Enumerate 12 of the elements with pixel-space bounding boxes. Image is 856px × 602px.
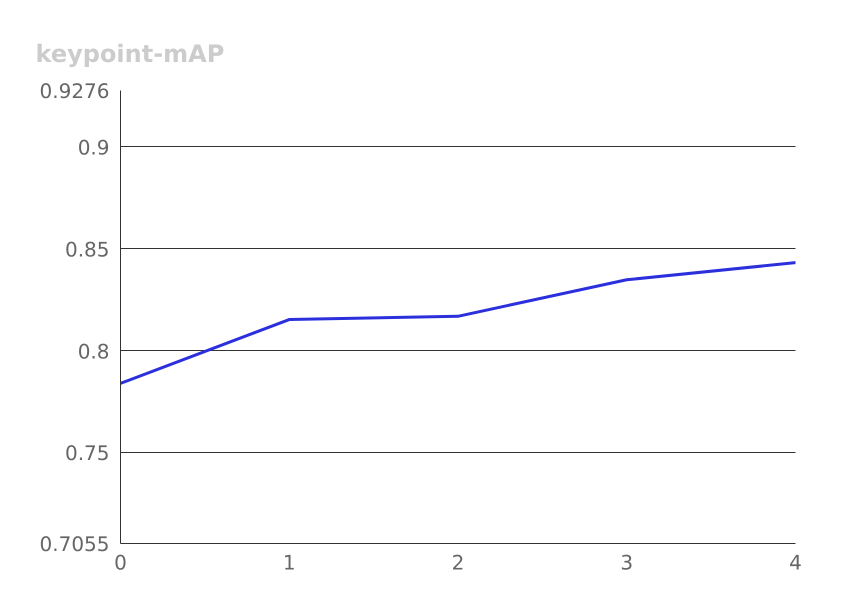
- x-tick-label: 1: [282, 550, 296, 574]
- y-tick-label: 0.85: [64, 237, 110, 262]
- y-tick-label: 0.9: [78, 135, 110, 160]
- y-tick-label: 0.8: [78, 339, 110, 364]
- x-tick-label: 4: [789, 550, 802, 574]
- y-tick-label: 0.75: [64, 441, 110, 466]
- line-series: [120, 261, 796, 385]
- x-tick-label: 2: [452, 550, 464, 574]
- y-tick-label: 0.9276: [40, 79, 110, 103]
- x-tick-label: 0: [114, 550, 127, 574]
- y-tick-label: 0.7055: [40, 532, 110, 556]
- x-tick-label: 3: [620, 550, 634, 574]
